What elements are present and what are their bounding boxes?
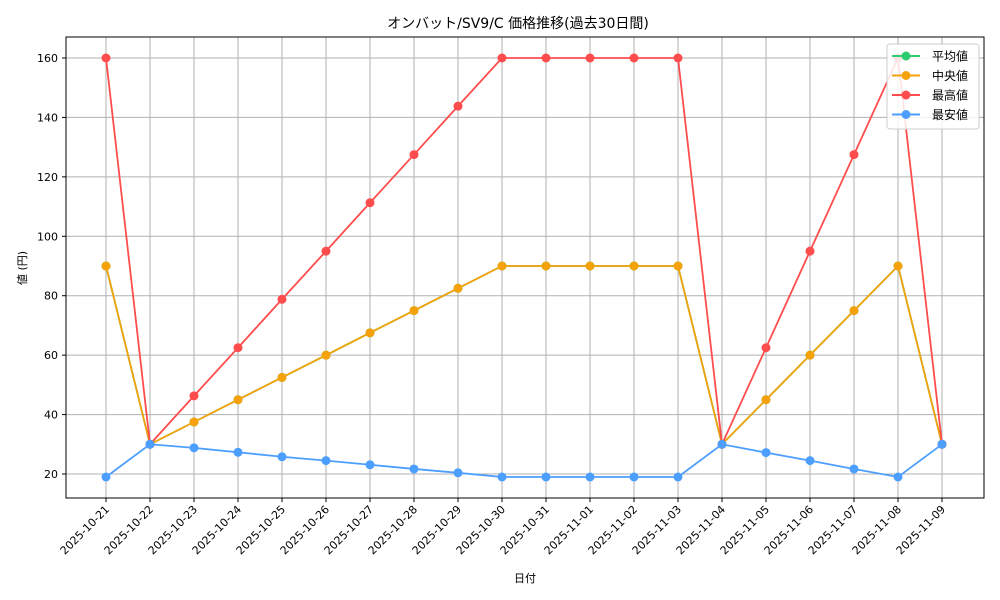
series-最安値 [101,439,947,482]
data-point [761,448,771,458]
data-point [761,395,771,405]
y-tick-label: 160 [37,52,58,65]
data-point [453,101,463,111]
data-point [321,246,331,256]
y-tick-label: 120 [37,171,58,184]
data-point [893,261,903,271]
y-tick-label: 80 [44,290,58,303]
data-point [145,439,155,449]
data-point [893,472,903,482]
data-point [629,261,639,271]
data-point [673,472,683,482]
data-point [409,306,419,316]
data-point [541,472,551,482]
data-point [277,294,287,304]
data-point [541,53,551,63]
data-point [453,283,463,293]
data-point [189,443,199,453]
data-point [321,350,331,360]
legend-label: 平均値 [932,49,968,64]
data-point [233,395,243,405]
data-point [453,468,463,478]
y-tick-label: 100 [37,230,58,243]
data-point [849,150,859,160]
data-point [805,246,815,256]
chart-title: オンバット/SV9/C 価格推移(過去30日間) [387,16,649,32]
data-point [849,306,859,316]
legend-marker-icon [901,110,911,119]
data-point [717,439,727,449]
data-point [189,417,199,427]
series-line [105,264,943,447]
data-point [585,53,595,63]
y-axis-label: 値 (円) [16,251,29,285]
data-point [849,464,859,474]
data-point [541,261,551,271]
series-最高値 [101,53,947,449]
legend-marker-icon [901,90,911,100]
data-point [805,456,815,466]
series-line [105,54,943,448]
data-point [365,328,375,338]
legend-label: 中央値 [932,68,968,83]
data-point [101,472,111,482]
data-point [805,350,815,360]
x-axis-label: 日付 [514,572,536,585]
data-point [629,53,639,63]
series-line [105,443,943,478]
data-point [233,447,243,457]
data-point [409,464,419,474]
data-point [673,261,683,271]
legend-marker-icon [901,51,911,61]
x-axis-ticks: 2025-10-212025-10-222025-10-232025-10-24… [58,498,948,557]
data-point [629,472,639,482]
data-point [585,472,595,482]
data-point [497,53,507,63]
data-point [673,53,683,63]
data-point [497,472,507,482]
series-layer [101,53,947,482]
y-tick-label: 60 [44,349,58,362]
grid-lines [66,37,984,498]
plot-frame [65,36,985,499]
legend-marker-icon [901,71,911,80]
y-tick-label: 140 [37,111,58,124]
data-point [409,150,419,160]
y-axis-ticks: 20 40 60 80 100 120 140 160 [37,52,66,481]
data-point [277,372,287,382]
data-point [761,343,771,353]
data-point [277,452,287,462]
data-point [365,198,375,208]
data-point [497,261,507,271]
data-point [321,456,331,466]
legend-label: 最安値 [932,107,968,122]
legend-box [886,43,980,130]
y-tick-label: 40 [44,409,58,422]
y-tick-label: 20 [44,468,58,481]
data-point [101,261,111,271]
data-point [233,343,243,353]
legend-label: 最高値 [932,88,968,103]
data-point [189,391,199,401]
data-point [937,439,947,449]
data-point [101,53,111,63]
data-point [365,460,375,470]
data-point [585,261,595,271]
